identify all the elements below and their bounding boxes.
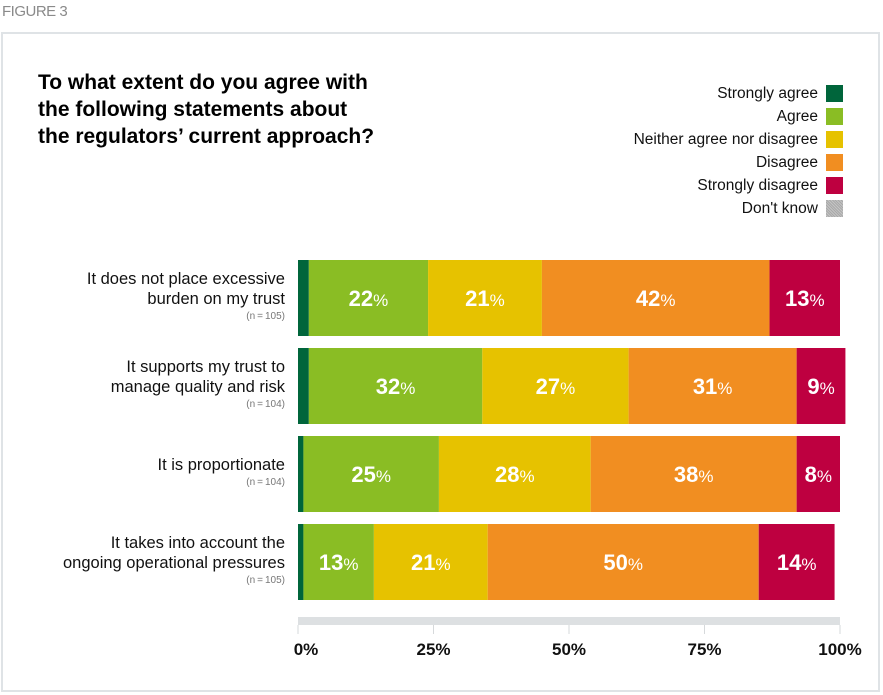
category-label: It takes into account the ongoing operati… (63, 533, 285, 586)
bar-segment-strongly-disagree (758, 524, 835, 600)
category-label-line: It does not place excessive (86, 270, 285, 288)
category-label-line: It supports my trust to (126, 358, 285, 376)
bar-segment-strongly-agree (298, 436, 304, 512)
data-label: 38% (674, 462, 714, 487)
data-label: 22% (349, 286, 389, 311)
x-tick-label: 25% (416, 640, 450, 659)
legend-label: Disagree (755, 153, 818, 171)
data-label: 50% (603, 550, 643, 575)
data-label: 21% (411, 550, 451, 575)
sample-size: (n = 104) (246, 477, 285, 488)
sample-size: (n = 105) (246, 575, 285, 586)
category-label: It supports my trust to manage quality an… (111, 357, 285, 410)
legend-swatch-neither (826, 131, 843, 148)
bar-segment-strongly-agree (298, 348, 309, 424)
bar-segment-neither-agree-nor-disagree (482, 348, 629, 424)
legend-item-strongly-agree: Strongly agree (634, 82, 843, 105)
data-label: 32% (376, 374, 416, 399)
figure-label: FIGURE 3 (2, 3, 68, 20)
category-label: It does not place excessive burden on my … (87, 269, 285, 322)
bar-segment-disagree (487, 524, 759, 600)
data-label: 42% (636, 286, 676, 311)
legend: Strongly agree Agree Neither agree nor d… (634, 82, 843, 220)
category-label-line: It is proportionate (157, 456, 286, 474)
legend-item-neither: Neither agree nor disagree (634, 128, 843, 151)
x-axis-track (298, 617, 840, 625)
bar-segment-strongly-disagree (796, 348, 846, 424)
bar-segment-agree (308, 348, 483, 424)
category-label-line: It takes into account the (110, 534, 285, 552)
bar-segment-disagree (541, 260, 770, 336)
legend-swatch-strongly-disagree (826, 177, 843, 194)
data-label: 13% (785, 286, 825, 311)
data-label: 21% (465, 286, 505, 311)
bar-segment-disagree (628, 348, 797, 424)
chart-title-line: the following statements about (38, 98, 348, 121)
bar-segment-agree (303, 436, 439, 512)
legend-label: Don't know (741, 199, 818, 217)
legend-item-strongly-disagree: Strongly disagree (634, 174, 843, 197)
bar-segment-agree (308, 260, 429, 336)
bar-segment-neither-agree-nor-disagree (428, 260, 542, 336)
x-tick-label: 0% (294, 640, 319, 659)
x-tick-label: 50% (552, 640, 586, 659)
chart-title: To what extent do you agree with the fol… (38, 69, 458, 150)
chart-title-line: To what extent do you agree with (38, 71, 368, 94)
chart-title-line: the regulators’ current approach? (38, 125, 375, 148)
bar-segment-neither-agree-nor-disagree (438, 436, 591, 512)
sample-size: (n = 105) (246, 311, 285, 322)
legend-label: Agree (776, 107, 818, 125)
legend-swatch-agree (826, 108, 843, 125)
data-label: 13% (319, 550, 359, 575)
legend-item-dont-know: Don't know (634, 197, 843, 220)
legend-label: Strongly disagree (697, 176, 818, 194)
category-label-line: manage quality and risk (110, 378, 285, 396)
data-label: 14% (777, 550, 817, 575)
data-label: 28% (495, 462, 535, 487)
sample-size: (n = 104) (246, 399, 285, 410)
data-label: 25% (351, 462, 391, 487)
legend-swatch-dont-know (826, 200, 843, 217)
legend-item-agree: Agree (634, 105, 843, 128)
category-label-line: burden on my trust (147, 290, 285, 308)
legend-label: Strongly agree (717, 84, 818, 102)
category-label: It is proportionate (n = 104) (158, 455, 286, 488)
bar-segment-strongly-agree (298, 524, 304, 600)
bar-segment-strongly-disagree (769, 260, 840, 336)
data-label: 8% (805, 462, 832, 487)
category-label-line: ongoing operational pressures (63, 554, 285, 572)
legend-swatch-strongly-agree (826, 85, 843, 102)
figure-frame (1, 32, 880, 692)
bar-segment-disagree (590, 436, 797, 512)
data-label: 9% (807, 374, 834, 399)
bar-segment-strongly-disagree (796, 436, 840, 512)
bar-segment-strongly-agree (298, 260, 309, 336)
x-tick-label: 75% (687, 640, 721, 659)
x-tick-label: 100% (818, 640, 861, 659)
data-label: 27% (536, 374, 576, 399)
bar-segment-agree (303, 524, 374, 600)
legend-swatch-disagree (826, 154, 843, 171)
legend-item-disagree: Disagree (634, 151, 843, 174)
bar-segment-neither-agree-nor-disagree (373, 524, 488, 600)
data-label: 31% (693, 374, 733, 399)
legend-label: Neither agree nor disagree (633, 130, 818, 148)
